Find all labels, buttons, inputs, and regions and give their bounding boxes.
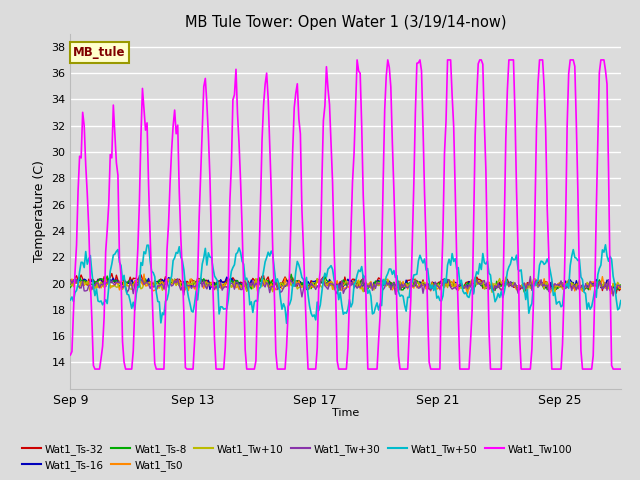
Title: MB Tule Tower: Open Water 1 (3/19/14-now): MB Tule Tower: Open Water 1 (3/19/14-now… (185, 15, 506, 30)
Y-axis label: Temperature (C): Temperature (C) (33, 160, 45, 262)
X-axis label: Time: Time (332, 408, 359, 418)
Text: MB_tule: MB_tule (73, 46, 125, 59)
Legend: Wat1_Ts-32, Wat1_Ts-16, Wat1_Ts-8, Wat1_Ts0, Wat1_Tw+10, Wat1_Tw+30, Wat1_Tw+50,: Wat1_Ts-32, Wat1_Ts-16, Wat1_Ts-8, Wat1_… (18, 439, 577, 475)
